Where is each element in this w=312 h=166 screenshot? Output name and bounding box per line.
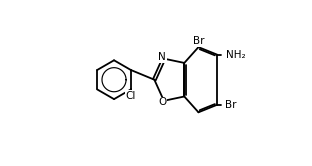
Text: Br: Br — [193, 36, 204, 46]
Text: N: N — [158, 52, 166, 62]
Text: O: O — [158, 97, 166, 107]
Text: Cl: Cl — [126, 91, 136, 101]
Text: Br: Br — [225, 100, 236, 110]
Text: NH₂: NH₂ — [226, 50, 246, 60]
